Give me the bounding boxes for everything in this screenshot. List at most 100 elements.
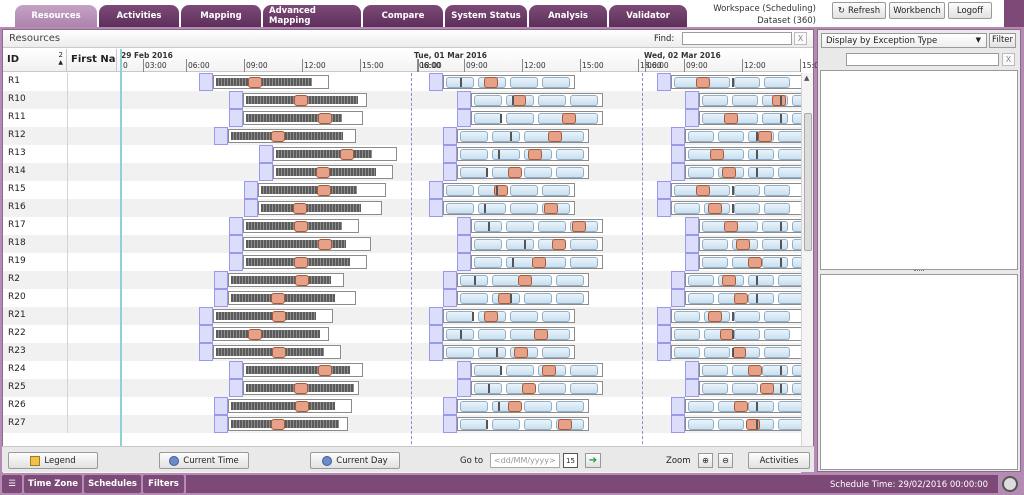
schedule-bar[interactable] bbox=[685, 399, 801, 413]
resource-row[interactable]: R13 bbox=[3, 145, 801, 163]
resource-row[interactable]: R23 bbox=[3, 343, 801, 361]
activity-block[interactable] bbox=[474, 95, 502, 106]
schedule-bar[interactable] bbox=[443, 201, 575, 215]
activity-block[interactable] bbox=[556, 275, 584, 286]
activity-block[interactable] bbox=[792, 257, 801, 268]
refresh-button[interactable]: ↻ Refresh bbox=[832, 2, 886, 19]
schedule-bar[interactable] bbox=[671, 75, 801, 89]
schedules-button[interactable]: Schedules bbox=[84, 475, 141, 493]
activity-block[interactable] bbox=[478, 347, 506, 358]
schedule-bar[interactable] bbox=[457, 417, 589, 431]
activity-block[interactable] bbox=[764, 329, 790, 340]
activity-block[interactable] bbox=[674, 203, 700, 214]
activity-orange[interactable] bbox=[484, 77, 498, 88]
column-header-first-name[interactable]: First Nan bbox=[67, 49, 117, 72]
resource-row[interactable]: R2 bbox=[3, 271, 801, 289]
schedule-bar[interactable] bbox=[699, 111, 801, 125]
schedule-bar[interactable] bbox=[228, 399, 352, 413]
schedule-bar[interactable] bbox=[457, 165, 589, 179]
resource-row[interactable]: R17 bbox=[3, 217, 801, 235]
menu-icon[interactable]: ☰ bbox=[2, 475, 22, 493]
schedule-bar[interactable] bbox=[443, 183, 575, 197]
activity-block[interactable] bbox=[792, 365, 801, 376]
schedule-bar[interactable] bbox=[457, 129, 589, 143]
schedule-bar[interactable] bbox=[699, 381, 801, 395]
activity-block[interactable] bbox=[556, 401, 584, 412]
activity-block[interactable] bbox=[688, 275, 714, 286]
activity-orange[interactable] bbox=[514, 347, 528, 358]
schedule-bar[interactable] bbox=[471, 93, 603, 107]
activity-block[interactable] bbox=[748, 401, 774, 412]
schedule-bar[interactable] bbox=[671, 327, 801, 341]
tab-resources[interactable]: Resources bbox=[15, 5, 97, 27]
activity-block[interactable] bbox=[446, 311, 474, 322]
activity-orange[interactable] bbox=[494, 185, 508, 196]
activity-block[interactable] bbox=[778, 293, 801, 304]
activity-orange[interactable] bbox=[272, 347, 286, 358]
activity-orange[interactable] bbox=[542, 365, 556, 376]
activity-block[interactable] bbox=[688, 401, 714, 412]
activity-block[interactable] bbox=[446, 203, 474, 214]
exception-search-input[interactable] bbox=[846, 53, 999, 66]
activity-block[interactable] bbox=[542, 77, 570, 88]
activity-block[interactable] bbox=[542, 347, 570, 358]
resource-row[interactable]: R18 bbox=[3, 235, 801, 253]
activity-block[interactable] bbox=[762, 239, 788, 250]
resource-row[interactable]: R22 bbox=[3, 325, 801, 343]
activity-block[interactable] bbox=[748, 293, 774, 304]
activity-orange[interactable] bbox=[710, 149, 724, 160]
activity-orange[interactable] bbox=[708, 311, 722, 322]
activity-orange[interactable] bbox=[708, 203, 722, 214]
activity-block[interactable] bbox=[474, 365, 502, 376]
activity-orange[interactable] bbox=[722, 275, 736, 286]
activity-block[interactable] bbox=[732, 383, 758, 394]
activity-orange[interactable] bbox=[294, 221, 308, 232]
activity-block[interactable] bbox=[718, 131, 744, 142]
resource-row[interactable]: R14 bbox=[3, 163, 801, 181]
activity-block[interactable] bbox=[688, 131, 714, 142]
schedule-bar[interactable] bbox=[685, 291, 801, 305]
activity-block[interactable] bbox=[764, 203, 790, 214]
schedule-bar[interactable] bbox=[273, 165, 393, 179]
schedule-bar[interactable] bbox=[243, 255, 367, 269]
resource-row[interactable]: R19 bbox=[3, 253, 801, 271]
activity-orange[interactable] bbox=[294, 95, 308, 106]
column-header-id[interactable]: ID 2 ▲ bbox=[3, 49, 67, 72]
logoff-button[interactable]: Logoff bbox=[948, 2, 992, 19]
activity-block[interactable] bbox=[492, 149, 520, 160]
activity-block[interactable] bbox=[734, 77, 760, 88]
zoom-out-icon[interactable]: ⊖ bbox=[718, 453, 733, 468]
activity-orange[interactable] bbox=[294, 257, 308, 268]
activity-block[interactable] bbox=[506, 239, 534, 250]
go-arrow-icon[interactable]: ➔ bbox=[585, 453, 601, 468]
activity-orange[interactable] bbox=[294, 383, 308, 394]
activity-orange[interactable] bbox=[696, 185, 710, 196]
schedule-bar[interactable] bbox=[671, 201, 801, 215]
activity-block[interactable] bbox=[748, 167, 774, 178]
activity-block[interactable] bbox=[542, 311, 570, 322]
activity-orange[interactable] bbox=[732, 347, 746, 358]
resource-row[interactable]: R24 bbox=[3, 361, 801, 379]
activity-block[interactable] bbox=[524, 401, 552, 412]
activity-orange[interactable] bbox=[552, 239, 566, 250]
activity-orange[interactable] bbox=[558, 419, 572, 430]
activity-orange[interactable] bbox=[508, 401, 522, 412]
activity-orange[interactable] bbox=[758, 131, 772, 142]
activity-block[interactable] bbox=[702, 383, 728, 394]
activity-orange[interactable] bbox=[271, 293, 285, 304]
schedule-bar[interactable] bbox=[213, 327, 329, 341]
activity-block[interactable] bbox=[734, 329, 760, 340]
activity-orange[interactable] bbox=[696, 77, 710, 88]
activity-block[interactable] bbox=[474, 239, 502, 250]
filter-button[interactable]: Filter bbox=[989, 33, 1016, 48]
activity-block[interactable] bbox=[792, 221, 801, 232]
activity-orange[interactable] bbox=[522, 383, 536, 394]
activity-orange[interactable] bbox=[295, 275, 309, 286]
activity-block[interactable] bbox=[764, 77, 790, 88]
schedule-bar[interactable] bbox=[685, 129, 801, 143]
schedule-bar[interactable] bbox=[258, 201, 382, 215]
activity-orange[interactable] bbox=[734, 401, 748, 412]
schedule-bar[interactable] bbox=[228, 417, 348, 431]
activity-orange[interactable] bbox=[736, 239, 750, 250]
activity-orange[interactable] bbox=[508, 167, 522, 178]
